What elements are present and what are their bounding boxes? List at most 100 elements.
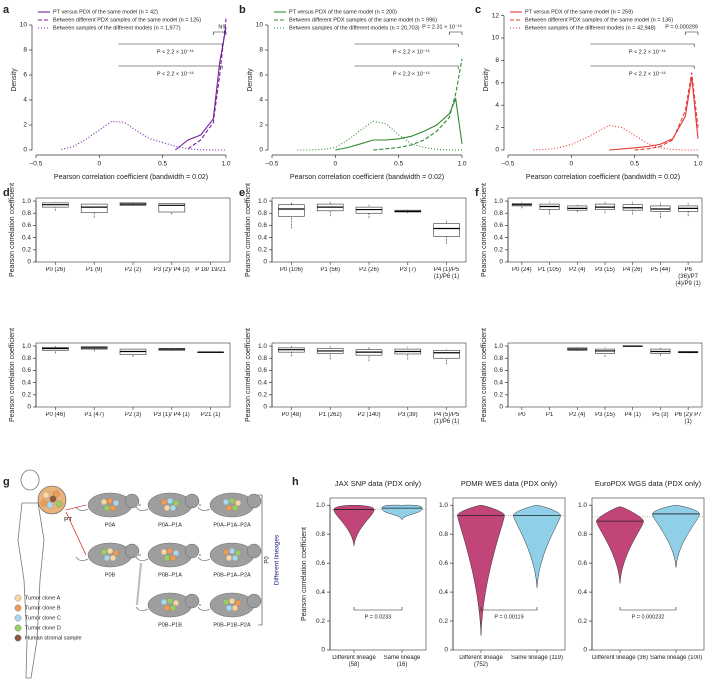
x-tick-label-box: Different lineage (752) <box>459 655 503 668</box>
x-tick-label: 0 <box>98 161 102 168</box>
clone-cell <box>222 498 230 506</box>
mouse-head <box>184 543 200 559</box>
clone-cell <box>46 501 54 509</box>
y-tick-label: 1.0 <box>578 502 587 509</box>
annotation: P = 2.31 × 10⁻¹⁶ <box>422 23 462 30</box>
y-tick-label: 0.8 <box>258 355 267 362</box>
x-tick-label-box: P0 (46) <box>46 412 66 418</box>
annotation: P < 2.2 × 10⁻¹⁶ <box>629 70 666 77</box>
bracket <box>354 65 459 69</box>
y-tick-label: 0.4 <box>494 379 503 386</box>
clone-cell <box>109 504 117 512</box>
box <box>433 350 460 359</box>
legend-swatch <box>14 594 22 602</box>
y-tick-label: 0 <box>263 404 267 411</box>
x-tick-label: 0.5 <box>158 161 167 168</box>
clone-cell <box>228 597 236 605</box>
x-tick-label-box: P0 <box>518 412 525 418</box>
x-tick-label: P5 (3) <box>652 412 669 418</box>
y-tick-label: 0.4 <box>22 379 31 386</box>
y-tick-label: 0.6 <box>494 367 503 374</box>
y-tick-label: 0.4 <box>578 589 587 596</box>
mouse <box>87 492 133 518</box>
x-tick-label: P1 (47) <box>84 412 105 418</box>
x-tick-label: Different lineage (752) <box>459 655 503 668</box>
y-axis-label: Pearson correlation coefficient <box>9 183 16 277</box>
clone-cell <box>169 604 177 612</box>
mouse-tail <box>197 506 211 511</box>
legend-label: PT versus PDX of the same model (n = 42) <box>53 9 158 15</box>
bracket <box>590 43 695 47</box>
x-tick-label-box: P3 (39) <box>398 412 418 418</box>
mouse <box>209 542 255 568</box>
x-tick-label-box: P1 (105) <box>538 267 561 273</box>
clone-cell <box>169 504 177 512</box>
clone-cell <box>234 549 242 557</box>
x-tick-label-box: P4 (5)/P5 (1)/P6 (1) <box>434 412 459 425</box>
annotation: P < 2.2 × 10⁻¹⁶ <box>629 48 666 55</box>
x-axis-label: Pearson correlation coefficient (bandwid… <box>290 174 444 181</box>
y-tick-label: 0.4 <box>316 589 325 596</box>
bracket <box>449 31 463 35</box>
clone-cell <box>109 554 117 562</box>
mouse-tail <box>135 556 149 561</box>
panel-letter: f <box>475 187 479 199</box>
box <box>355 206 383 214</box>
y-tick-label: 0 <box>499 259 503 266</box>
legend-label: Between different PDX samples of the sam… <box>53 17 201 23</box>
node-label: P0A–P1A–P2A <box>213 522 251 528</box>
legend-label: PT versus PDX of the same model (n = 200… <box>289 9 397 15</box>
x-tick-label: P6 (36)/P7 (4)/P9 (1) <box>675 267 701 287</box>
bracket <box>354 43 459 47</box>
y-tick-label: 0 <box>321 647 325 654</box>
x-tick-label: P2 (4) <box>569 412 586 418</box>
y-tick-label: 0.6 <box>258 367 267 374</box>
x-tick-label: P0 (24) <box>512 267 532 273</box>
y-tick-label: 0.6 <box>22 367 31 374</box>
y-axis-label: Pearson correlation coefficient <box>481 328 488 422</box>
panel-letter: b <box>239 4 246 16</box>
x-tick-label: 0.5 <box>394 161 403 168</box>
x-tick-label: P4 (1)/P5 (1)/P6 (1) <box>433 267 460 280</box>
x-tick-label-box: Different lineage (36) <box>592 655 648 661</box>
x-tick-label-box: P3 (15) <box>595 412 615 418</box>
y-tick-label: 0.2 <box>578 618 587 625</box>
mouse-head <box>246 543 262 559</box>
x-tick-label: P4 (1) <box>624 412 641 418</box>
annotation: P < 2.2 × 10⁻¹⁶ <box>393 70 430 77</box>
x-tick-label: Different lineage (58) <box>332 655 376 668</box>
annotation: P < 2.2 × 10⁻¹⁶ <box>393 48 430 55</box>
violin <box>457 504 505 636</box>
y-tick-label: 0.2 <box>439 618 448 625</box>
clone-cell <box>225 604 233 612</box>
x-tick-label-box: P0 (24) <box>512 267 532 273</box>
y-tick-label: 8 <box>23 47 27 54</box>
y-tick-label: 2 <box>23 122 27 129</box>
x-tick-label-box: P2 (2) <box>125 267 141 273</box>
clone-cell <box>172 549 180 557</box>
x-tick-label: P2 (26) <box>359 267 379 273</box>
y-tick-label: 0.6 <box>316 560 325 567</box>
density-line <box>61 120 226 151</box>
panel-letter: c <box>475 4 481 16</box>
x-tick-label-box: P3 (1)/ P4 (1) <box>154 412 190 418</box>
legend-swatch <box>14 614 22 622</box>
y-axis-label: Pearson correlation coefficient <box>245 183 252 277</box>
x-tick-label: P2 (4) <box>569 267 586 273</box>
y-tick-label: 1.0 <box>316 502 325 509</box>
mouse-head <box>246 493 262 509</box>
x-axis-label: Pearson correlation coefficient (bandwid… <box>54 174 208 181</box>
annotation: P = 0.000299 <box>665 24 698 30</box>
y-tick-label: 0.8 <box>494 210 503 217</box>
y-tick-label: 1.0 <box>439 502 448 509</box>
mouse-head <box>124 493 140 509</box>
x-tick-label-box: P3 (2)/ P4 (2) <box>154 267 190 273</box>
legend-label: PT versus PDX of the same model (n = 259… <box>525 9 633 15</box>
legend-swatch <box>14 634 22 642</box>
y-tick-label: 2 <box>259 122 263 129</box>
y-tick-label: 0.8 <box>578 531 587 538</box>
y-tick-label: 0.2 <box>22 392 31 399</box>
clone-cell <box>166 497 174 505</box>
x-tick-label-box: P2 (4) <box>569 267 586 273</box>
clone-cell <box>231 504 239 512</box>
